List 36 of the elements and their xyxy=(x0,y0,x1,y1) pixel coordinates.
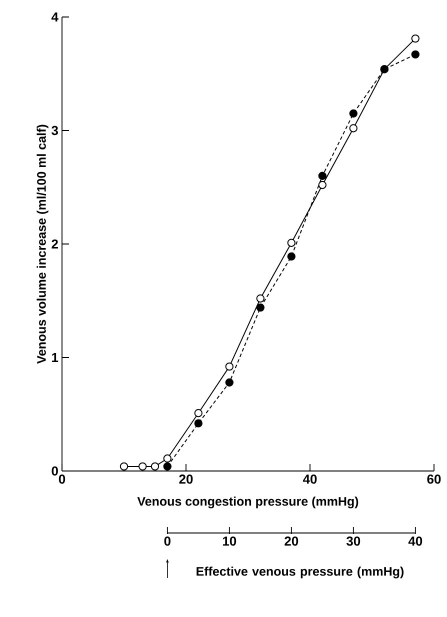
point xyxy=(163,454,172,463)
point xyxy=(287,252,296,261)
x2-tick-label: 20 xyxy=(284,536,298,546)
point xyxy=(120,462,128,471)
y-tick-label: 4 xyxy=(51,12,58,22)
point xyxy=(318,180,327,190)
x-tick-label: 60 xyxy=(427,474,441,484)
point xyxy=(256,294,264,303)
point xyxy=(138,462,147,471)
y-tick-label: 3 xyxy=(52,126,58,136)
point xyxy=(318,172,327,180)
y-tick-label: 0 xyxy=(52,466,58,476)
x2-tick-label: 40 xyxy=(408,536,422,546)
point xyxy=(194,409,202,418)
x2-tick-label: 10 xyxy=(222,536,236,546)
point xyxy=(225,378,234,387)
x2-tick-label: 0 xyxy=(164,536,170,546)
x2-axis-title: Effective venous pressure (mmHg) xyxy=(196,566,404,578)
point xyxy=(411,34,420,43)
x-axis-title: Venous congestion pressure (mmHg) xyxy=(137,496,358,508)
point xyxy=(256,303,264,312)
point xyxy=(163,462,172,471)
point xyxy=(411,50,420,59)
x-tick-label: 20 xyxy=(179,474,193,484)
point xyxy=(225,362,234,371)
x-tick-label: 40 xyxy=(302,474,317,484)
y-axis-title: Venous volume increase (ml/100 ml calf) xyxy=(36,124,48,364)
point xyxy=(194,419,202,428)
y-tick-label: 2 xyxy=(52,239,58,249)
x-tick-label: 0 xyxy=(58,474,66,484)
point xyxy=(150,462,160,471)
point xyxy=(349,109,358,118)
point xyxy=(287,238,296,247)
x2-tick-label: 30 xyxy=(346,536,360,546)
point xyxy=(349,124,358,132)
y-tick-label: 1 xyxy=(52,353,58,362)
